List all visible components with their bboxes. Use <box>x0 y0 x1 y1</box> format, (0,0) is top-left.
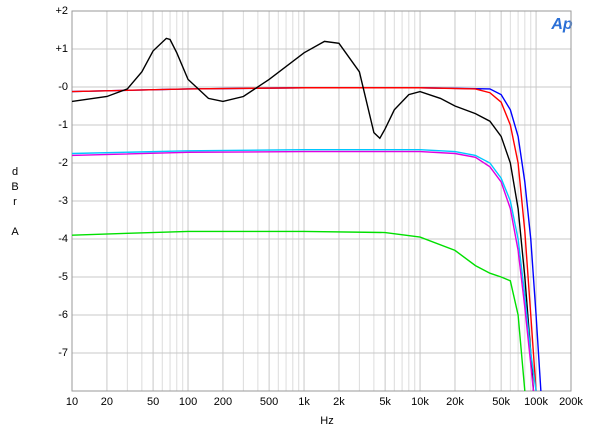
y-tick-label: -0 <box>58 81 68 93</box>
plot-frame <box>71 10 572 392</box>
x-tick-label: 50 <box>147 396 159 408</box>
x-tick-label: 20 <box>101 396 113 408</box>
series-line <box>72 37 535 391</box>
x-tick-label: 100 <box>179 396 197 408</box>
x-tick-label: 50k <box>492 396 510 408</box>
y-tick-label: -4 <box>58 233 68 245</box>
y-tick-label: -1 <box>58 119 68 131</box>
series-line <box>72 150 535 391</box>
y-axis-label: B <box>11 181 18 193</box>
y-tick-label: -7 <box>58 347 68 359</box>
x-tick-label: 10k <box>411 396 429 408</box>
x-tick-label: 5k <box>379 396 391 408</box>
y-axis-label: A <box>11 226 19 238</box>
x-tick-label: 20k <box>446 396 464 408</box>
y-axis-label: d <box>12 166 18 178</box>
x-tick-label: 100k <box>524 396 548 408</box>
series-line <box>72 230 526 391</box>
y-tick-label: -5 <box>58 271 68 283</box>
x-tick-label: 1k <box>298 396 310 408</box>
x-axis-label: Hz <box>320 415 333 427</box>
y-tick-label: +2 <box>55 5 68 17</box>
x-tick-label: 500 <box>260 396 278 408</box>
x-tick-label: 200k <box>559 396 583 408</box>
x-tick-label: 200 <box>214 396 232 408</box>
y-tick-label: -3 <box>58 195 68 207</box>
y-tick-label: -6 <box>58 309 68 321</box>
y-tick-label: +1 <box>55 43 68 55</box>
x-tick-label: 2k <box>333 396 345 408</box>
x-tick-label: 10 <box>66 396 78 408</box>
logo: Ap <box>550 16 573 33</box>
y-axis-label: r <box>13 196 17 208</box>
series-line <box>72 87 537 391</box>
series-line <box>72 149 537 391</box>
y-tick-label: -2 <box>58 157 68 169</box>
